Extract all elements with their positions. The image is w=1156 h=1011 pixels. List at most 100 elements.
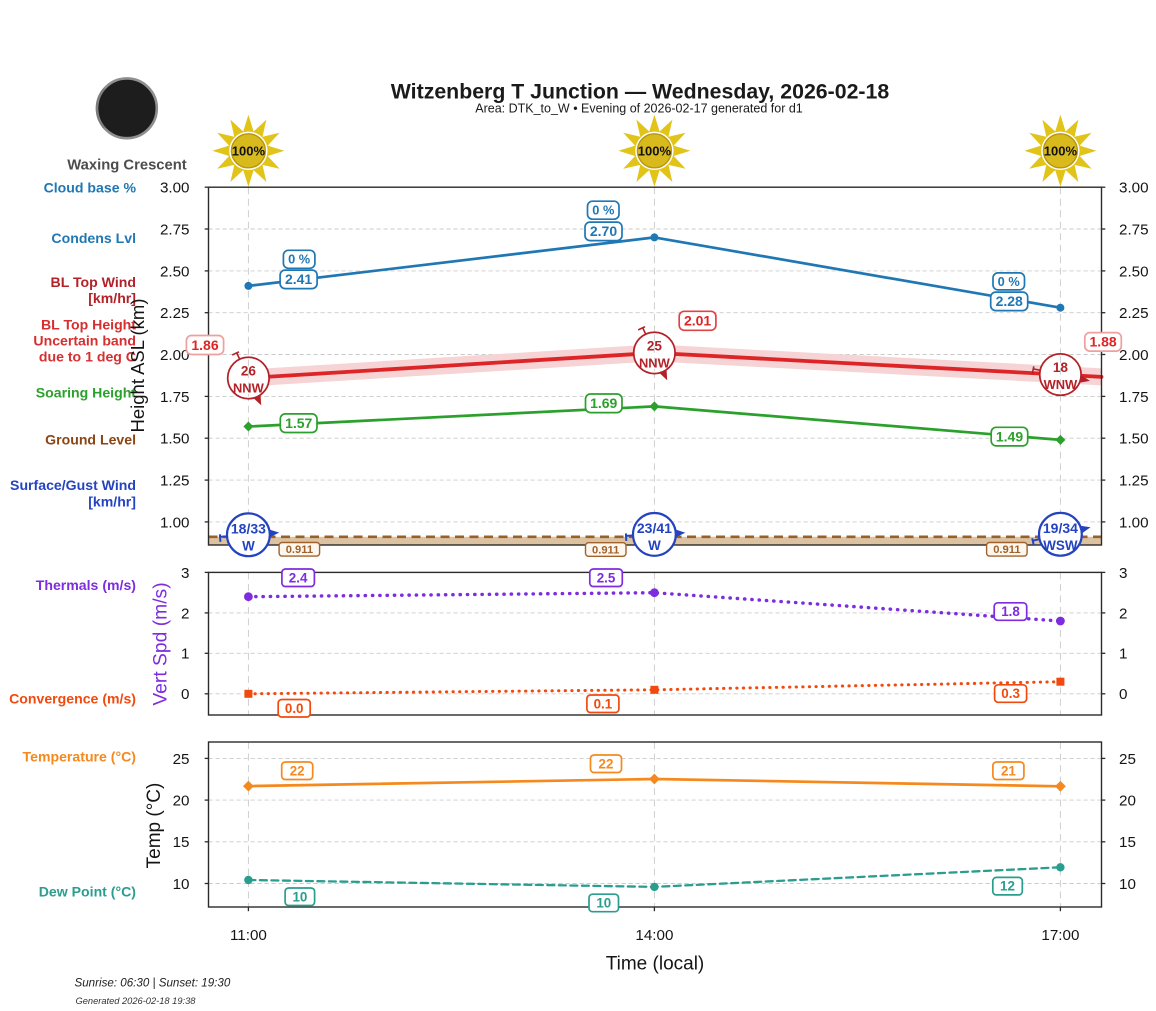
svg-text:0.911: 0.911 <box>993 544 1020 556</box>
svg-text:Generated 2026-02-18 19:38: Generated 2026-02-18 19:38 <box>76 996 197 1006</box>
svg-text:1.69: 1.69 <box>590 395 617 411</box>
svg-text:Ground Level: Ground Level <box>45 432 136 448</box>
svg-text:12: 12 <box>1000 879 1015 894</box>
svg-text:2: 2 <box>1119 605 1127 622</box>
svg-text:1: 1 <box>181 646 189 663</box>
svg-text:2.41: 2.41 <box>285 271 312 287</box>
svg-text:1.57: 1.57 <box>285 415 312 431</box>
svg-text:WSW: WSW <box>1043 538 1078 553</box>
svg-text:Area: DTK_to_W • Evening of 20: Area: DTK_to_W • Evening of 2026-02-17 g… <box>475 102 803 116</box>
svg-text:22: 22 <box>290 763 305 778</box>
svg-text:Cloud base %: Cloud base % <box>44 179 137 195</box>
svg-text:0 %: 0 % <box>998 274 1021 289</box>
svg-text:2.50: 2.50 <box>1119 263 1149 280</box>
svg-text:0 %: 0 % <box>592 203 615 218</box>
svg-text:1.00: 1.00 <box>160 514 190 531</box>
svg-text:2.28: 2.28 <box>996 293 1023 309</box>
svg-text:0.1: 0.1 <box>594 696 613 711</box>
svg-text:2.75: 2.75 <box>160 221 190 238</box>
svg-text:0 %: 0 % <box>288 252 311 267</box>
svg-text:25: 25 <box>1119 751 1136 768</box>
svg-text:3.00: 3.00 <box>1119 180 1149 197</box>
svg-text:Dew Point (°C): Dew Point (°C) <box>39 883 136 899</box>
svg-text:1.50: 1.50 <box>1119 431 1149 448</box>
svg-text:0: 0 <box>1119 686 1127 703</box>
svg-text:2.4: 2.4 <box>289 570 308 585</box>
svg-text:3.00: 3.00 <box>160 180 190 197</box>
svg-text:100%: 100% <box>638 143 672 158</box>
svg-text:1.75: 1.75 <box>160 389 190 406</box>
svg-text:Convergence (m/s): Convergence (m/s) <box>9 691 136 707</box>
svg-text:25: 25 <box>173 751 190 768</box>
svg-text:25: 25 <box>647 338 663 353</box>
svg-text:20: 20 <box>1119 793 1136 810</box>
svg-text:2.5: 2.5 <box>597 570 616 585</box>
svg-text:10: 10 <box>173 876 190 893</box>
svg-text:BL Top Wind: BL Top Wind <box>51 274 136 290</box>
svg-text:21: 21 <box>1001 763 1016 778</box>
svg-text:19/34: 19/34 <box>1043 520 1078 536</box>
svg-text:2.50: 2.50 <box>160 263 190 280</box>
svg-text:1.8: 1.8 <box>1001 604 1020 619</box>
svg-text:1.25: 1.25 <box>160 473 190 490</box>
svg-text:1.49: 1.49 <box>996 428 1023 444</box>
svg-text:Waxing Crescent: Waxing Crescent <box>67 158 187 174</box>
svg-text:Witzenberg T Junction — Wednes: Witzenberg T Junction — Wednesday, 2026-… <box>391 80 890 104</box>
svg-text:BL Top Height: BL Top Height <box>41 317 136 333</box>
svg-text:1.00: 1.00 <box>1119 514 1149 531</box>
svg-text:18/33: 18/33 <box>231 520 266 536</box>
svg-text:2.01: 2.01 <box>684 313 711 329</box>
svg-text:Time (local): Time (local) <box>606 954 705 975</box>
svg-text:20: 20 <box>173 793 190 810</box>
svg-text:Height ASL (km): Height ASL (km) <box>127 299 148 433</box>
svg-text:2.75: 2.75 <box>1119 221 1149 238</box>
svg-text:Temp (°C): Temp (°C) <box>144 783 165 869</box>
svg-text:26: 26 <box>241 364 257 379</box>
svg-text:Temperature (°C): Temperature (°C) <box>23 749 136 765</box>
svg-text:15: 15 <box>173 834 190 851</box>
svg-text:0.911: 0.911 <box>286 544 313 556</box>
svg-text:2.25: 2.25 <box>160 305 190 322</box>
svg-text:100%: 100% <box>232 143 266 158</box>
svg-text:0.911: 0.911 <box>592 544 619 556</box>
svg-text:2.25: 2.25 <box>1119 305 1149 322</box>
svg-text:0: 0 <box>181 686 189 703</box>
svg-text:Surface/Gust Wind: Surface/Gust Wind <box>10 477 136 493</box>
svg-text:10: 10 <box>292 889 307 904</box>
svg-text:23/41: 23/41 <box>637 520 672 536</box>
svg-text:NNW: NNW <box>639 355 671 370</box>
svg-text:11:00: 11:00 <box>230 927 267 944</box>
svg-text:3: 3 <box>181 565 189 582</box>
svg-text:17:00: 17:00 <box>1041 927 1079 944</box>
svg-text:1.86: 1.86 <box>191 337 218 353</box>
svg-text:1.88: 1.88 <box>1089 334 1116 350</box>
svg-text:2.70: 2.70 <box>590 223 617 239</box>
svg-text:0.0: 0.0 <box>285 701 304 716</box>
svg-text:18: 18 <box>1053 360 1069 375</box>
svg-text:W: W <box>242 538 255 553</box>
svg-text:Soaring Height: Soaring Height <box>36 385 137 401</box>
svg-text:Sunrise: 06:30 | Sunset: 19:30: Sunrise: 06:30 | Sunset: 19:30 <box>75 977 231 990</box>
svg-text:14:00: 14:00 <box>635 927 673 944</box>
svg-text:2.00: 2.00 <box>1119 347 1149 364</box>
svg-text:3: 3 <box>1119 565 1127 582</box>
svg-text:NNW: NNW <box>233 381 265 396</box>
svg-text:Condens Lvl: Condens Lvl <box>51 230 136 246</box>
svg-text:[km/hr]: [km/hr] <box>88 290 136 306</box>
svg-text:0.3: 0.3 <box>1001 686 1020 701</box>
svg-text:10: 10 <box>596 896 611 911</box>
svg-text:100%: 100% <box>1044 143 1078 158</box>
svg-text:WNW: WNW <box>1044 377 1078 392</box>
svg-text:W: W <box>648 538 661 553</box>
svg-text:10: 10 <box>1119 876 1136 893</box>
svg-text:2.00: 2.00 <box>160 347 190 364</box>
svg-text:Vert Spd (m/s): Vert Spd (m/s) <box>151 582 172 705</box>
svg-text:2: 2 <box>181 605 189 622</box>
svg-text:[km/hr]: [km/hr] <box>88 493 136 509</box>
svg-text:1.75: 1.75 <box>1119 389 1149 406</box>
svg-text:15: 15 <box>1119 834 1136 851</box>
svg-text:1.50: 1.50 <box>160 431 190 448</box>
svg-text:Thermals (m/s): Thermals (m/s) <box>36 577 136 593</box>
svg-text:1: 1 <box>1119 646 1127 663</box>
svg-text:Uncertain band: Uncertain band <box>33 333 136 349</box>
